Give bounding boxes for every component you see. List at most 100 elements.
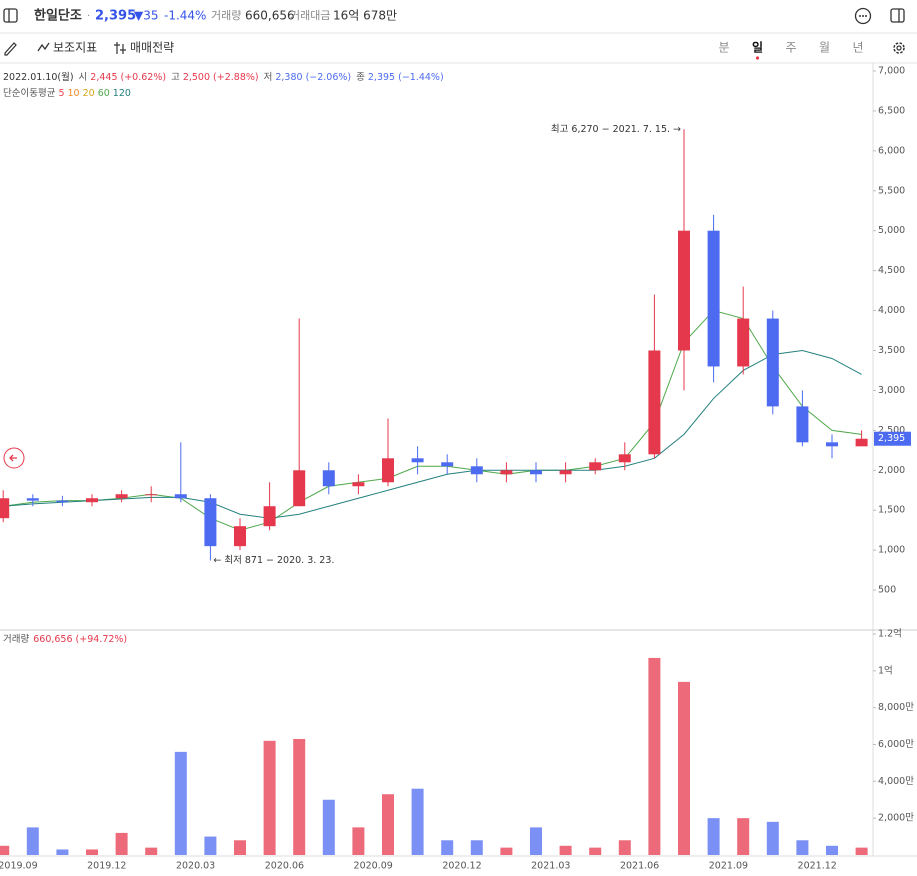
candle-body bbox=[441, 462, 454, 467]
volume-bar bbox=[204, 836, 217, 855]
stock-name: 한일단조 bbox=[34, 8, 82, 24]
volume-bar bbox=[382, 794, 394, 855]
y-tick-label: 2,500 bbox=[878, 425, 905, 436]
ma-item: 20 bbox=[83, 88, 95, 99]
draw-icon[interactable] bbox=[4, 42, 17, 56]
candle-body bbox=[145, 494, 158, 496]
y-tick-label: 4,000만 bbox=[878, 776, 914, 787]
amount-label: 거래대금 bbox=[290, 9, 330, 22]
y-tick-label: 8,000만 bbox=[878, 702, 914, 713]
period-tab[interactable]: 일 bbox=[752, 41, 763, 55]
candle-body bbox=[293, 470, 306, 507]
x-tick-label: 2020.09 bbox=[354, 861, 393, 872]
y-tick-label: 5,000 bbox=[878, 225, 905, 236]
ma-item: 120 bbox=[113, 88, 131, 99]
settings-icon[interactable] bbox=[893, 42, 905, 54]
volume-bar bbox=[589, 847, 602, 855]
info-label: 시 bbox=[79, 72, 88, 83]
volume-bar bbox=[559, 845, 572, 855]
y-tick-label: 3,000 bbox=[878, 385, 905, 396]
volume-bar bbox=[855, 847, 868, 855]
candle-body bbox=[766, 318, 779, 407]
candle-body bbox=[678, 230, 690, 351]
x-tick-label: 2021.03 bbox=[531, 861, 570, 872]
info-label: 종 bbox=[356, 72, 365, 83]
y-tick-label: 500 bbox=[878, 585, 896, 596]
candle-body bbox=[589, 462, 602, 471]
y-tick-label: 7,000 bbox=[878, 65, 905, 76]
x-tick-label: 2020.12 bbox=[442, 861, 481, 872]
volume-label: 거래량 bbox=[3, 633, 29, 645]
volume-bar bbox=[796, 840, 809, 855]
y-tick-label: 1,000 bbox=[878, 545, 905, 556]
info-value: 2,445 (+0.62%) bbox=[90, 72, 166, 83]
change-pct: -1.44% bbox=[164, 9, 206, 23]
y-tick-label: 1.2억 bbox=[878, 628, 902, 640]
y-tick-label: 4,500 bbox=[878, 265, 905, 276]
candle-body bbox=[826, 442, 838, 447]
candle-body bbox=[707, 230, 720, 367]
indicators-button[interactable]: 보조지표 bbox=[53, 41, 97, 55]
more-icon[interactable] bbox=[854, 7, 872, 25]
info-value: 2,500 (+2.88%) bbox=[183, 72, 259, 83]
info-value: 2,395 (−1.44%) bbox=[368, 72, 444, 83]
y-tick-label: 6,000 bbox=[878, 145, 905, 156]
sidebar-icon[interactable] bbox=[3, 8, 18, 23]
y-tick-label: 4,000 bbox=[878, 305, 905, 316]
info-label: 저 bbox=[264, 72, 273, 83]
strategy-button[interactable]: 매매전략 bbox=[130, 41, 174, 55]
price: 2,395 bbox=[95, 9, 136, 24]
volume-bar bbox=[263, 740, 276, 855]
candle-body bbox=[263, 506, 276, 527]
candle-body bbox=[855, 438, 868, 447]
volume-value: 660,656 (+94.72%) bbox=[33, 634, 127, 645]
volume-bar bbox=[470, 840, 483, 855]
info-label: 고 bbox=[171, 72, 180, 83]
candle-body bbox=[648, 350, 661, 455]
volume-bar bbox=[766, 821, 779, 855]
candle-body bbox=[411, 458, 424, 463]
x-tick-label: 2019.12 bbox=[87, 861, 126, 872]
y-tick-label: 1억 bbox=[878, 664, 893, 676]
sep: · bbox=[87, 11, 90, 22]
volume-bar bbox=[618, 840, 631, 855]
ma-title: 단순이동평균 bbox=[3, 88, 56, 99]
period-tab[interactable]: 년 bbox=[852, 41, 863, 55]
volume-bar bbox=[145, 847, 158, 855]
period-tab[interactable]: 분 bbox=[718, 41, 729, 55]
volume: 660,656 bbox=[245, 9, 295, 23]
period-tab[interactable]: 월 bbox=[819, 41, 830, 55]
x-tick-label: 2020.03 bbox=[176, 861, 215, 872]
volume-bar bbox=[648, 657, 661, 855]
volume-bar bbox=[530, 827, 542, 855]
candle-body bbox=[382, 458, 394, 483]
active-dot bbox=[755, 56, 760, 60]
candle-body bbox=[174, 494, 187, 499]
volume-bar bbox=[678, 681, 690, 855]
candle-body bbox=[26, 498, 39, 501]
period-tab[interactable]: 주 bbox=[785, 41, 796, 55]
volume-bar bbox=[707, 818, 720, 855]
panel-icon[interactable] bbox=[890, 8, 905, 23]
x-tick-label: 2021.06 bbox=[620, 861, 659, 872]
volume-bar bbox=[115, 832, 128, 855]
last-price-tag bbox=[874, 431, 911, 446]
last-price-label: 2,395 bbox=[878, 433, 905, 444]
candle-body bbox=[796, 406, 809, 443]
info-value: 2,380 (−2.06%) bbox=[275, 72, 351, 83]
change: ▼35 bbox=[134, 9, 159, 23]
candle-body bbox=[234, 526, 246, 547]
volume-bar bbox=[322, 799, 335, 855]
volume-bar bbox=[234, 840, 246, 855]
candle-body bbox=[322, 470, 335, 487]
x-tick-label: 2020.06 bbox=[265, 861, 304, 872]
volume-bar bbox=[174, 751, 187, 855]
volume-bar bbox=[0, 845, 10, 855]
y-tick-label: 2,000 bbox=[878, 465, 905, 476]
ma-item: 5 bbox=[58, 88, 64, 99]
y-tick-label: 1,500 bbox=[878, 505, 905, 516]
candle-body bbox=[470, 466, 483, 475]
volume-bar bbox=[293, 738, 306, 855]
candle-body bbox=[530, 470, 542, 475]
high-annotation: 최고 6,270 − 2021. 7. 15. → bbox=[551, 124, 681, 135]
